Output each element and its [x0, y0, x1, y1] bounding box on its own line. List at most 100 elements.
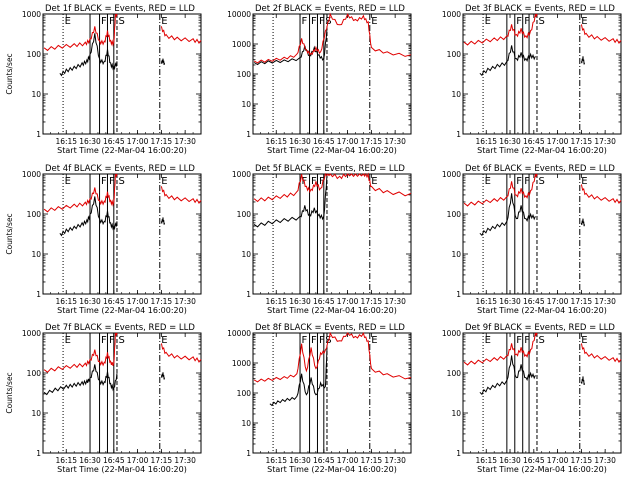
y-tick-label: 1 [36, 290, 41, 299]
x-tick-label: 17:30 [174, 456, 196, 465]
y-tick-label: 100 [237, 210, 252, 219]
y-tick-label: 1 [456, 290, 461, 299]
detector-chart-panel: Det 2f BLACK = Events, RED = LLD 1 10 100 10… [227, 4, 412, 155]
time-marker-label: F [311, 176, 317, 187]
time-marker-label: F [109, 335, 115, 346]
lld-series-line [253, 331, 412, 383]
x-tick-label: 16:15 [475, 297, 497, 306]
y-tick-label: 1000 [442, 10, 461, 19]
x-tick-label: 16:45 [103, 137, 125, 146]
y-tick-label: 100 [237, 389, 252, 398]
lld-series-line [160, 343, 202, 363]
plot-frame [462, 13, 622, 135]
x-tick-label: 16:45 [313, 456, 335, 465]
y-axis-label: Counts/sec [5, 53, 14, 94]
y-tick-label: 1000 [22, 329, 41, 338]
x-tick-label: 16:15 [265, 137, 287, 146]
x-axis-label: Start Time (22-Mar-04 16:00:20) [477, 306, 607, 315]
y-tick-label: 100 [447, 369, 462, 378]
x-tick-label: 17:15 [571, 137, 593, 146]
x-tick-label: 17:00 [547, 297, 569, 306]
time-marker-label: F [524, 16, 530, 27]
time-marker-label: E [485, 176, 491, 187]
x-tick-label: 17:15 [361, 137, 383, 146]
detector-chart-panel: Det 5f BLACK = Events, RED = LLD 1 10 100 10… [232, 164, 412, 315]
events-series-line [479, 355, 536, 396]
time-marker-label: S [538, 335, 544, 346]
x-tick-label: 17:30 [594, 456, 616, 465]
time-marker-label: F [302, 335, 308, 346]
x-tick-label: 17:30 [594, 137, 616, 146]
time-marker-label: S [538, 16, 544, 27]
time-marker-label: E [161, 335, 167, 346]
y-tick-label: 100 [237, 70, 252, 79]
lld-series-line [463, 173, 538, 207]
y-tick-label: 1 [246, 449, 251, 458]
x-tick-label: 16:45 [103, 297, 125, 306]
x-tick-label: 16:30 [499, 456, 521, 465]
plot-frame [252, 13, 412, 135]
x-tick-label: 17:00 [337, 137, 359, 146]
time-marker-label: F [524, 335, 530, 346]
time-marker-label: F [311, 335, 317, 346]
x-tick-label: 16:30 [79, 137, 101, 146]
lld-series-line [580, 343, 622, 364]
lld-series-line [580, 184, 622, 205]
lld-series-line [580, 24, 622, 45]
x-tick-label: 17:15 [151, 297, 173, 306]
x-axis-label: Start Time (22-Mar-04 16:00:20) [477, 146, 607, 155]
events-series-line [160, 372, 165, 380]
time-marker-label: E [371, 16, 377, 27]
events-series-line [160, 58, 165, 65]
time-marker-label: E [161, 176, 167, 187]
x-tick-label: 16:45 [523, 297, 545, 306]
x-tick-label: 16:45 [313, 137, 335, 146]
time-marker-label: F [101, 16, 107, 27]
time-marker-label: E [581, 176, 587, 187]
x-tick-label: 16:30 [79, 456, 101, 465]
chart-title: Det 9f BLACK = Events, RED = LLD [465, 323, 615, 333]
events-series-line [269, 347, 328, 407]
chart-title: Det 8f BLACK = Events, RED = LLD [255, 323, 405, 333]
x-tick-label: 16:30 [79, 297, 101, 306]
events-series-line [160, 217, 165, 225]
x-tick-label: 17:15 [361, 297, 383, 306]
time-marker-label: F [109, 16, 115, 27]
y-tick-label: 1 [246, 290, 251, 299]
x-tick-label: 17:00 [547, 456, 569, 465]
y-tick-label: 10000 [227, 329, 251, 338]
x-axis-label: Start Time (22-Mar-04 16:00:20) [267, 306, 397, 315]
y-tick-label: 1 [36, 130, 41, 139]
time-marker-label: F [516, 176, 522, 187]
y-tick-label: 100 [27, 210, 42, 219]
detector-chart-panel: Det 9f BLACK = Events, RED = LLD 1 10 100 10… [442, 323, 622, 474]
chart-title: Det 4f BLACK = Events, RED = LLD [45, 164, 195, 174]
events-series-line [253, 174, 328, 228]
x-tick-label: 16:45 [523, 137, 545, 146]
x-axis-label: Start Time (22-Mar-04 16:00:20) [57, 306, 187, 315]
x-tick-label: 17:15 [571, 456, 593, 465]
plot-frame [252, 173, 412, 295]
detector-chart-panel: Det 8f BLACK = Events, RED = LLD 1 10 100 10… [227, 323, 412, 474]
time-marker-label: F [101, 176, 107, 187]
lld-series-line [160, 26, 202, 45]
x-tick-label: 16:30 [289, 137, 311, 146]
y-tick-label: 1 [246, 130, 251, 139]
x-tick-label: 17:00 [337, 456, 359, 465]
y-tick-label: 10 [241, 100, 251, 109]
chart-title: Det 2f BLACK = Events, RED = LLD [255, 4, 405, 14]
x-tick-label: 17:30 [384, 456, 406, 465]
events-series-line [580, 218, 585, 227]
x-tick-label: 17:00 [547, 137, 569, 146]
x-tick-label: 16:30 [289, 456, 311, 465]
detector-chart-panel: Det 3f BLACK = Events, RED = LLD 1 10 100 10… [442, 4, 622, 155]
y-tick-label: 1 [36, 449, 41, 458]
y-tick-label: 10 [241, 250, 251, 259]
x-tick-label: 16:30 [499, 137, 521, 146]
detector-chart-panel: Det 1f BLACK = Events, RED = LLD 1 10 100 10… [5, 4, 202, 155]
chart-title: Det 7f BLACK = Events, RED = LLD [45, 323, 195, 333]
plot-frame [462, 173, 622, 295]
chart-title: Det 6f BLACK = Events, RED = LLD [465, 164, 615, 174]
x-tick-label: 16:45 [523, 456, 545, 465]
